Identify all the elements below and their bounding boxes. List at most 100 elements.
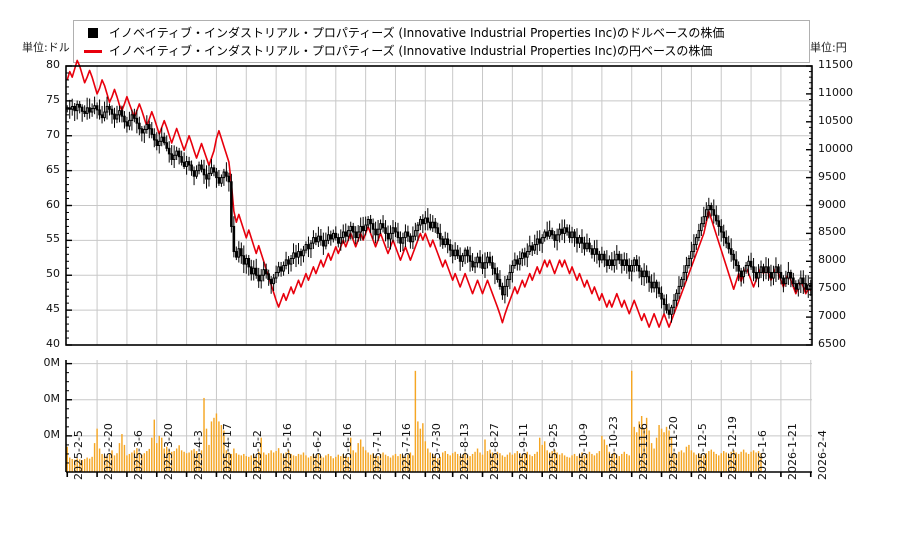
volume-bar — [576, 456, 578, 472]
x-axis-tick-label: 2025-7-1 — [370, 430, 384, 480]
candle-body — [292, 252, 295, 260]
candle-body — [617, 253, 621, 261]
candle-body — [386, 232, 390, 240]
volume-bar — [444, 451, 446, 472]
volume-bar — [543, 441, 546, 472]
candle-body — [598, 253, 601, 261]
candle-body — [769, 271, 773, 279]
candle-body — [779, 271, 783, 279]
candle-body — [667, 309, 671, 315]
right-axis-unit-label: 単位:円 — [810, 41, 847, 54]
volume-bar — [297, 453, 300, 472]
candle-body — [535, 238, 539, 246]
volume-bar — [168, 449, 170, 472]
volume-bar — [680, 450, 683, 472]
candle-body — [259, 274, 263, 282]
candle-body — [200, 164, 203, 170]
volume-bar — [392, 455, 394, 472]
volume-bar — [203, 397, 205, 472]
volume-bar — [588, 451, 591, 472]
candle-body — [642, 270, 646, 278]
volume-bar — [553, 449, 556, 472]
candle-body — [244, 258, 248, 265]
candle-body — [737, 264, 740, 272]
candle-body — [148, 124, 151, 130]
volume-bar — [382, 452, 384, 472]
candle-body — [185, 161, 188, 167]
volume-bar — [735, 452, 737, 472]
volume-bar — [653, 448, 655, 472]
candle-body — [503, 285, 507, 296]
left-axis-tick-50: 50 — [46, 267, 60, 281]
candle-body — [789, 271, 793, 279]
volume-bar — [429, 452, 432, 472]
volume-bar — [700, 453, 703, 472]
volume-bar — [367, 452, 369, 472]
candle-body — [620, 259, 624, 266]
candle-body — [190, 164, 193, 172]
volume-bar — [262, 452, 265, 472]
volume-axis-tick-0: 0M — [43, 355, 61, 369]
volume-bar — [665, 426, 668, 472]
candle-body — [113, 113, 116, 120]
volume-bar — [335, 456, 337, 472]
candle-body — [133, 114, 136, 119]
candle-body — [103, 111, 106, 119]
candle-body — [774, 266, 778, 273]
candle-body — [613, 259, 616, 266]
candle-body — [135, 117, 139, 124]
volume-bar — [596, 453, 598, 472]
legend-item-jpy[interactable]: イノベイティブ・インダストリアル・プロパティーズ (Innovative Ind… — [82, 42, 803, 60]
candle-body — [187, 161, 191, 166]
candle-body — [130, 114, 134, 121]
candle-body — [399, 237, 402, 244]
legend-item-usd[interactable]: イノベイティブ・インダストリアル・プロパティーズ (Innovative Ind… — [82, 24, 803, 42]
volume-bar — [106, 456, 108, 472]
candle-body — [406, 231, 410, 237]
volume-bar — [350, 437, 352, 472]
volume-bar — [705, 453, 708, 472]
candle-body — [254, 267, 258, 276]
volume-bar — [509, 452, 511, 472]
candle-body — [297, 251, 300, 258]
volume-bar — [670, 437, 673, 472]
candle-body — [351, 225, 355, 233]
volume-bar — [123, 444, 126, 472]
candle-body — [409, 235, 412, 243]
candle-body — [404, 231, 407, 239]
volume-bar — [412, 455, 414, 472]
candle-body — [83, 110, 86, 114]
candle-body — [443, 238, 447, 246]
x-axis-tick-label: 2025-11-6 — [636, 423, 650, 480]
x-axis-tick-label: 2025-10-23 — [606, 416, 620, 480]
volume-bar — [215, 413, 218, 472]
candle-body — [175, 150, 178, 156]
candle-body — [220, 177, 223, 184]
x-axis-tick-label: 2025-4-17 — [221, 423, 235, 480]
volume-bar — [591, 453, 593, 472]
right-axis-tick-8500: 8500 — [818, 225, 846, 239]
volume-bar — [399, 453, 402, 472]
candle-body — [284, 259, 288, 266]
volume-bar — [285, 452, 287, 472]
candle-body — [473, 262, 477, 268]
volume-bar — [175, 448, 178, 472]
candle-body — [225, 171, 228, 177]
volume-bar — [148, 448, 151, 472]
x-axis-tick-label: 2026-1-21 — [785, 423, 799, 480]
volume-bar — [586, 453, 588, 472]
candle-body — [714, 214, 718, 222]
candle-body — [560, 228, 564, 234]
volume-bar — [675, 453, 678, 472]
volume-bar — [621, 453, 623, 472]
candle-body — [677, 285, 681, 294]
candle-body — [752, 266, 755, 273]
candle-body — [309, 242, 313, 250]
left-axis-tick-75: 75 — [46, 92, 60, 106]
volume-bar — [165, 446, 168, 472]
candle-body — [222, 171, 226, 179]
volume-bar — [611, 453, 613, 472]
volume-bar — [626, 453, 628, 472]
volume-bar — [292, 455, 295, 472]
candle-body — [762, 266, 765, 273]
